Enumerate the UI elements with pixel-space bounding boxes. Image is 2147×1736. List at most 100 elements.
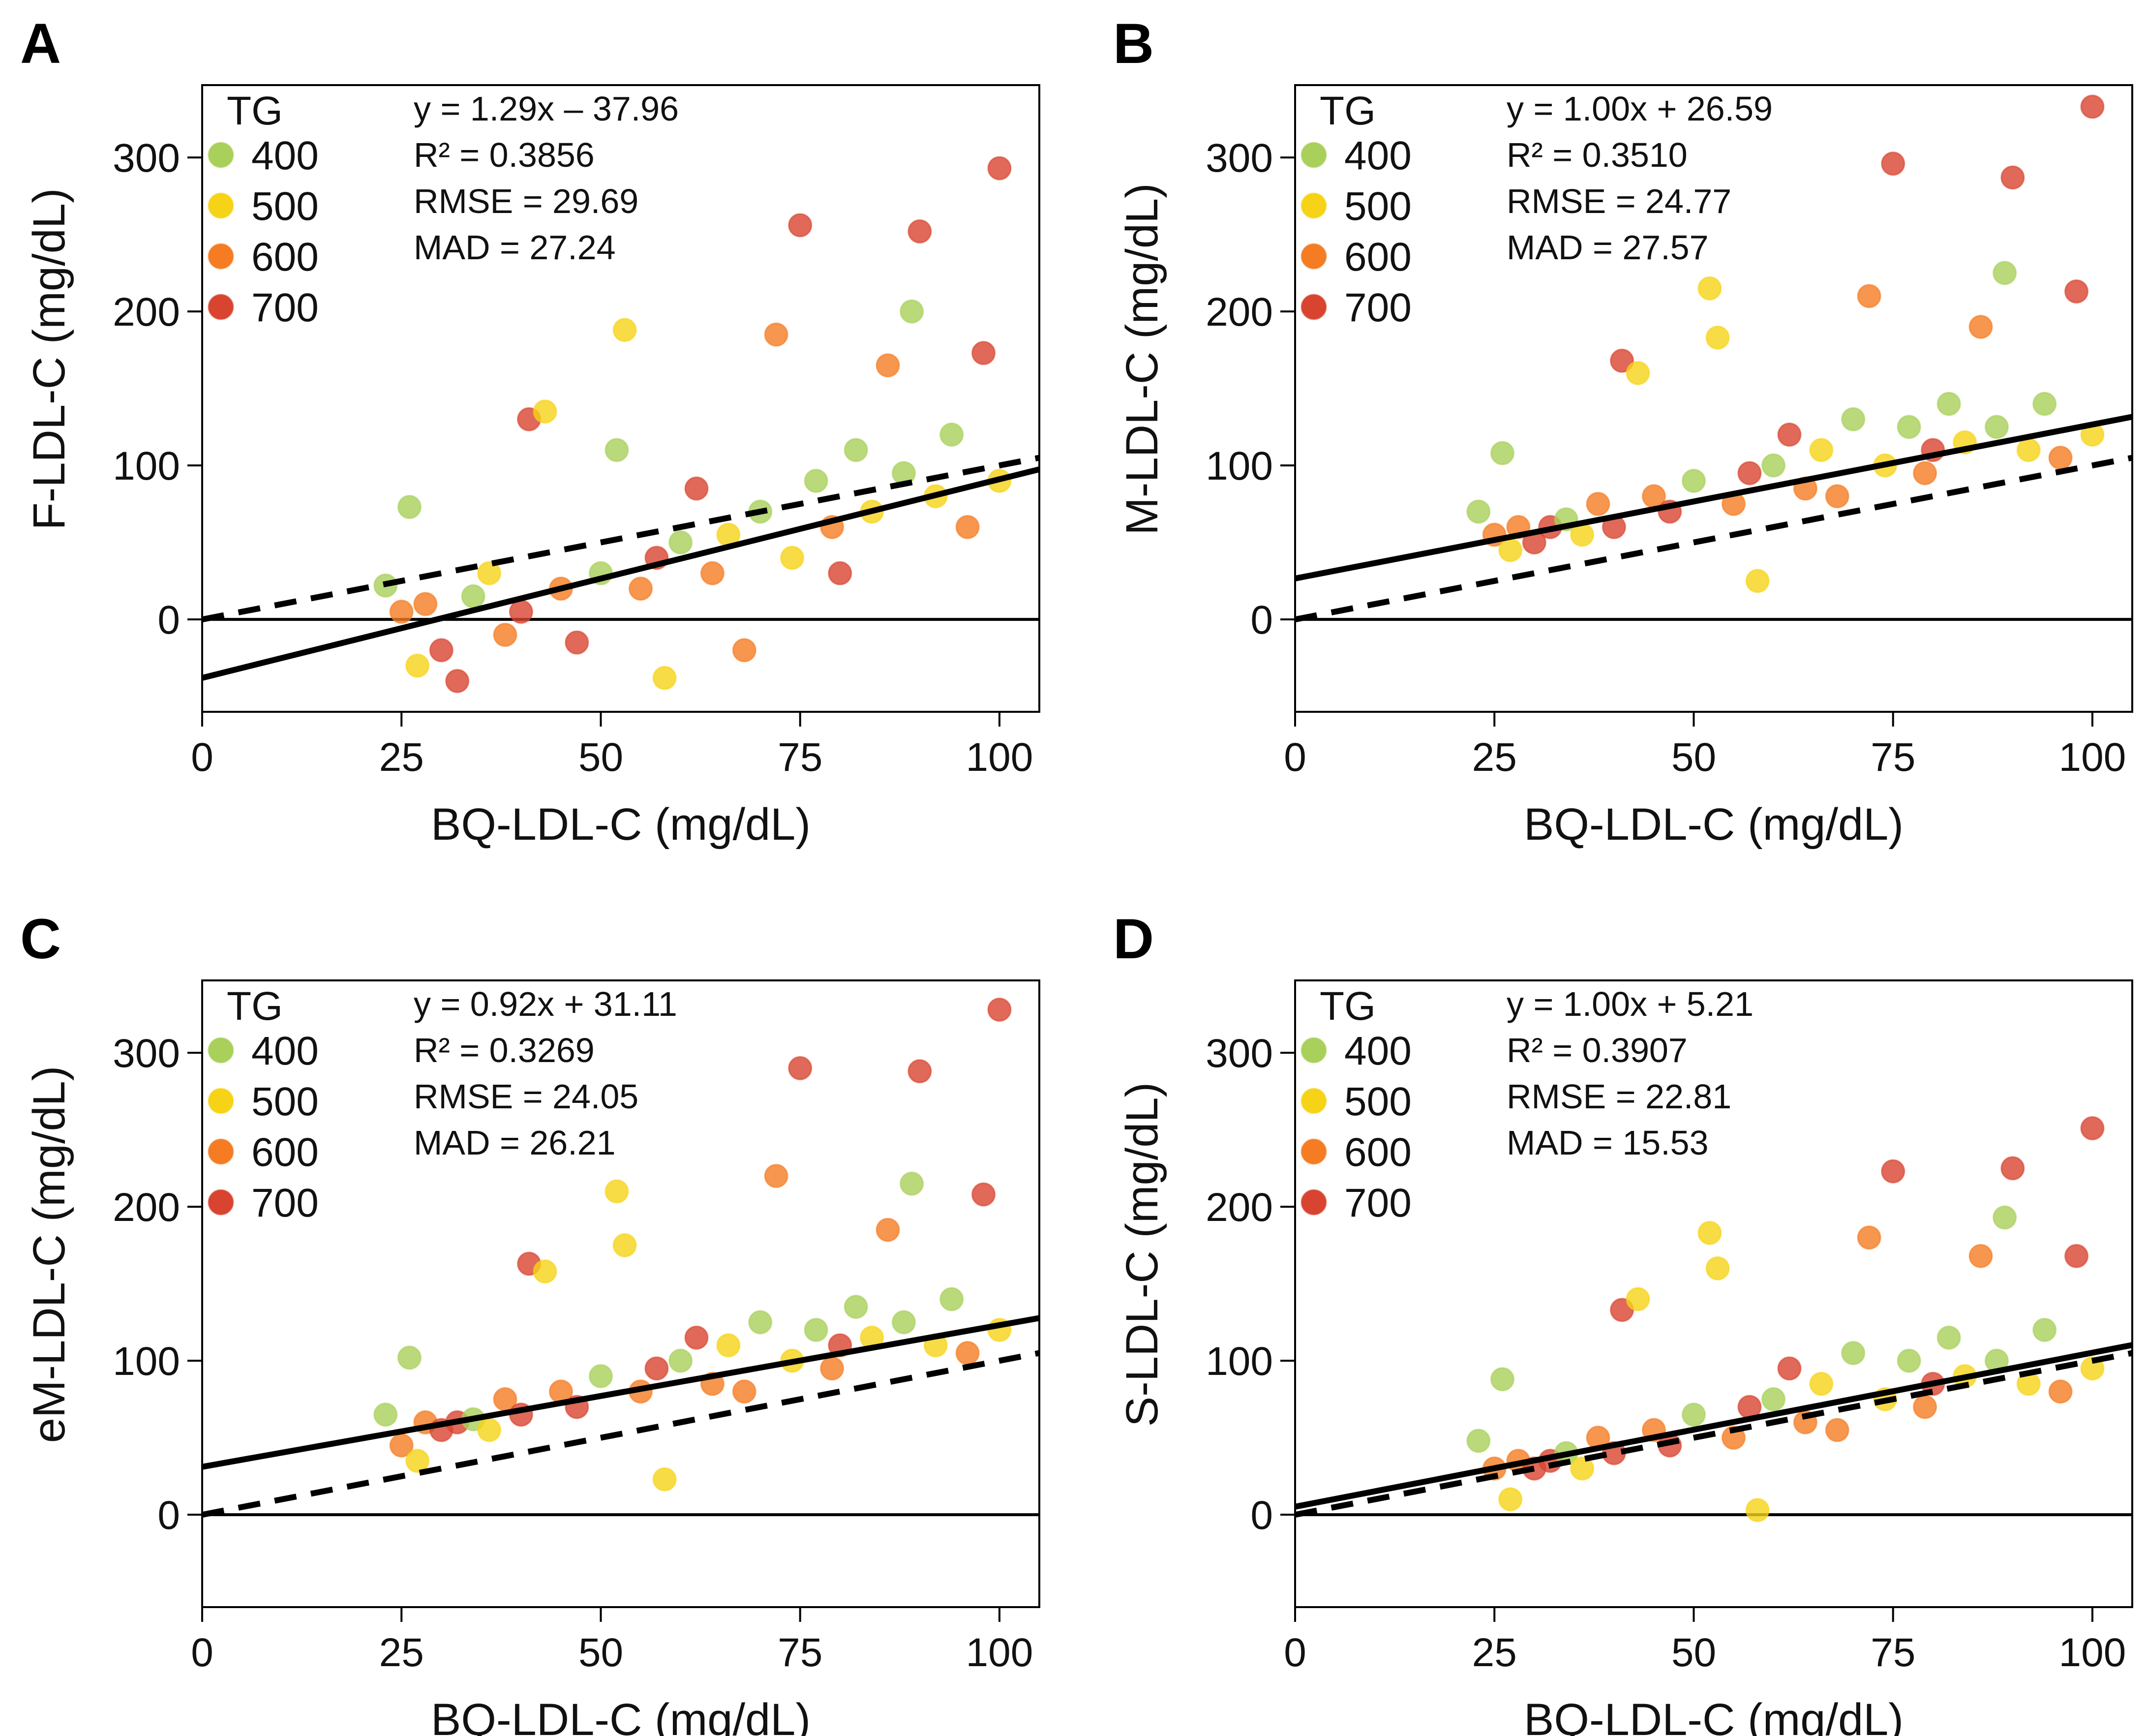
data-point xyxy=(461,584,485,609)
regression-line xyxy=(1295,1342,2132,1510)
fit-statistic: RMSE = 22.81 xyxy=(1507,1077,1731,1116)
data-point xyxy=(1498,538,1523,562)
data-point xyxy=(732,1379,756,1404)
data-point xyxy=(1936,392,1961,416)
fit-statistic: y = 1.00x + 5.21 xyxy=(1507,985,1754,1023)
data-point xyxy=(565,630,589,655)
data-point xyxy=(445,669,470,693)
data-point xyxy=(2064,279,2089,304)
legend-marker xyxy=(1300,1088,1327,1114)
y-tick-label: 300 xyxy=(1206,1031,1273,1076)
data-point xyxy=(477,561,502,585)
data-point xyxy=(780,546,805,570)
data-point xyxy=(764,322,788,347)
legend-label: 600 xyxy=(251,235,319,279)
legend-label: 700 xyxy=(1344,1181,1412,1225)
legend-label: 600 xyxy=(251,1130,319,1175)
y-tick-label: 100 xyxy=(1206,1339,1273,1384)
data-point xyxy=(533,1259,557,1284)
y-axis-label: F-LDL-C (mg/dL) xyxy=(24,188,74,530)
x-tick-label: 100 xyxy=(966,1630,1033,1675)
data-point xyxy=(652,1467,677,1492)
y-tick-label: 100 xyxy=(1206,444,1273,488)
identity-line xyxy=(202,1350,1039,1518)
data-point xyxy=(1745,1498,1770,1523)
fit-statistic: R² = 0.3269 xyxy=(414,1031,595,1069)
data-point xyxy=(405,1449,430,1473)
x-axis-label: BQ-LDL-C (mg/dL) xyxy=(1524,1695,1904,1736)
fit-statistic: MAD = 27.24 xyxy=(414,228,616,267)
data-point xyxy=(1705,1256,1730,1280)
plot-frame xyxy=(201,84,1040,713)
data-point xyxy=(1466,1429,1491,1453)
data-point xyxy=(2016,438,2041,462)
data-point xyxy=(788,213,813,238)
y-tick-label: 300 xyxy=(113,136,180,181)
legend-marker xyxy=(1300,1138,1327,1165)
legend-marker xyxy=(1300,1189,1327,1216)
x-tick-label: 50 xyxy=(1671,735,1716,780)
data-point xyxy=(605,1179,629,1204)
regression-line xyxy=(202,1315,1039,1470)
data-point xyxy=(2080,94,2105,119)
plot-frame xyxy=(201,979,1040,1608)
fit-statistic: RMSE = 24.05 xyxy=(414,1077,638,1116)
y-tick-label: 200 xyxy=(113,1185,180,1230)
data-point xyxy=(1881,1159,1905,1184)
data-point xyxy=(907,219,932,244)
data-point xyxy=(939,423,964,447)
data-point xyxy=(1745,569,1770,593)
data-point xyxy=(876,353,900,378)
data-point xyxy=(876,1218,900,1242)
legend-label: 600 xyxy=(1344,1130,1412,1175)
data-point xyxy=(732,638,756,663)
fit-statistic: R² = 0.3510 xyxy=(1507,136,1688,174)
data-point xyxy=(1737,461,1762,486)
panel-letter: D xyxy=(1113,908,1154,971)
legend-marker xyxy=(208,192,234,219)
data-point xyxy=(413,592,438,616)
legend-label: 500 xyxy=(251,1079,319,1124)
fit-statistic: R² = 0.3856 xyxy=(414,136,595,174)
data-point xyxy=(2048,1379,2073,1404)
data-point xyxy=(900,299,924,324)
data-point xyxy=(1610,348,1634,373)
x-tick-label: 25 xyxy=(1472,735,1517,780)
plot-area xyxy=(1295,94,2132,623)
panel-letter: C xyxy=(20,908,61,971)
data-point xyxy=(429,638,454,663)
legend-label: 700 xyxy=(251,285,319,330)
x-tick-label: 75 xyxy=(1871,1630,1915,1675)
data-point xyxy=(2048,446,2073,470)
data-point xyxy=(373,1402,398,1427)
data-point xyxy=(844,438,868,462)
data-point xyxy=(605,438,629,462)
data-point xyxy=(907,1059,932,1084)
legend-title: TG xyxy=(1320,984,1376,1029)
data-point xyxy=(1697,1220,1722,1245)
legend-label: 700 xyxy=(251,1181,319,1225)
x-tick-label: 50 xyxy=(578,1630,623,1675)
plot-area xyxy=(202,997,1039,1518)
legend-label: 400 xyxy=(1344,1029,1412,1073)
plot-frame xyxy=(1294,84,2133,713)
data-point xyxy=(1705,325,1730,350)
legend-label: 600 xyxy=(1344,235,1412,279)
data-point xyxy=(1626,1287,1650,1311)
y-tick-label: 0 xyxy=(1250,598,1273,642)
data-point xyxy=(1681,468,1706,493)
legend-label: 500 xyxy=(1344,1079,1412,1124)
data-point xyxy=(764,1164,788,1188)
data-point xyxy=(716,1333,741,1358)
data-point xyxy=(2080,1116,2105,1141)
data-point xyxy=(1498,1487,1523,1512)
data-point xyxy=(955,1341,980,1366)
data-point xyxy=(1825,1418,1849,1442)
x-tick-label: 0 xyxy=(191,1630,213,1675)
regression-line xyxy=(202,466,1039,681)
fit-statistic: y = 1.00x + 26.59 xyxy=(1507,90,1773,128)
y-tick-label: 200 xyxy=(113,290,180,335)
data-point xyxy=(477,1418,502,1442)
legend-marker xyxy=(208,142,234,168)
